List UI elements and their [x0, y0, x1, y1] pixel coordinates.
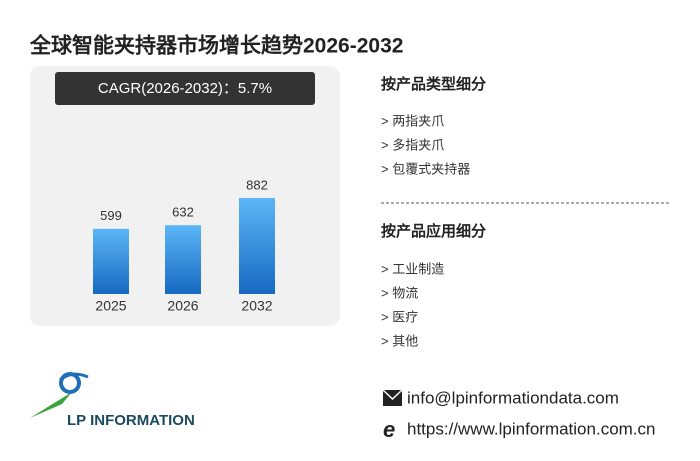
x-tick-label: 2025: [95, 298, 126, 314]
segment-item: > 物流: [381, 285, 418, 300]
email: info@lpinformationdata.com: [407, 388, 619, 407]
bar: [165, 225, 201, 294]
segment-item: > 多指夹爪: [381, 137, 444, 152]
cagr-box: [55, 72, 315, 105]
logo-swoosh: [30, 392, 72, 418]
x-tick-label: 2026: [167, 298, 198, 314]
logo: LP INFORMATION: [30, 372, 195, 429]
value-label: 882: [246, 177, 268, 192]
segment-item: > 包覆式夹持器: [381, 161, 470, 176]
website: https://www.lpinformation.com.cn: [407, 419, 655, 438]
value-label: 632: [172, 205, 194, 220]
value-label: 599: [100, 208, 122, 223]
segment-item: > 其他: [381, 333, 418, 348]
cagr-text: CAGR(2026-2032)：5.7%: [98, 80, 272, 97]
web-icon: e: [383, 417, 395, 442]
email-icon: [382, 389, 403, 406]
segment-heading: 按产品类型细分: [381, 75, 486, 93]
envelope-flap: [382, 389, 403, 401]
bar: [93, 228, 129, 294]
segment-heading: 按产品应用细分: [381, 222, 486, 240]
logo-arc: [59, 372, 89, 382]
segment-item: > 两指夹爪: [381, 113, 444, 128]
title: 全球智能夹持器市场增长趋势2026-2032: [29, 34, 403, 58]
segment-item: > 工业制造: [381, 261, 444, 276]
bar-chart: 599 2025 632 2026 882 2032: [93, 177, 275, 314]
logo-text: LP INFORMATION: [67, 412, 195, 429]
x-tick-label: 2032: [241, 298, 272, 314]
segment-item: > 医疗: [381, 309, 418, 324]
bar: [239, 198, 275, 294]
